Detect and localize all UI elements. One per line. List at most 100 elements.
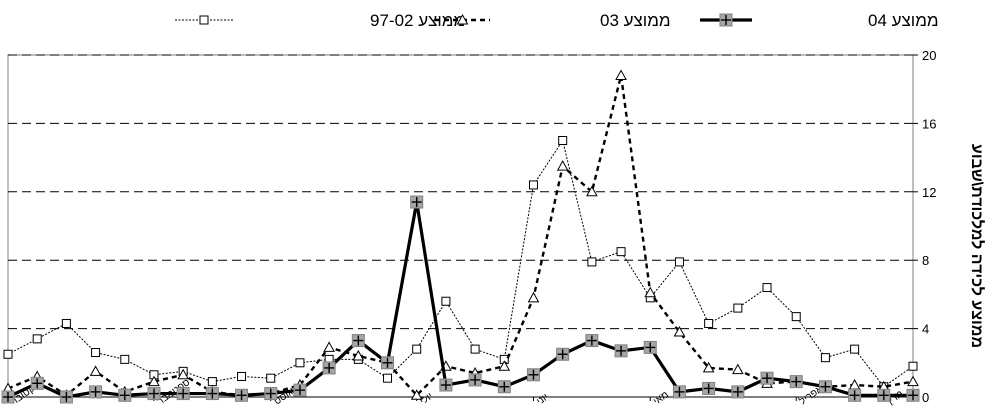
data-point <box>410 389 423 400</box>
legend-marker <box>719 13 733 27</box>
data-point <box>908 361 918 371</box>
data-point <box>293 383 307 397</box>
data-point <box>587 257 597 267</box>
data-point <box>614 344 628 358</box>
data-point <box>818 380 832 394</box>
data-point <box>527 291 540 303</box>
data-point <box>237 371 247 381</box>
data-point <box>702 381 716 395</box>
data-point <box>848 388 862 402</box>
data-point <box>820 353 830 363</box>
legend-item-2: ממוצע 03 <box>435 11 671 30</box>
data-point <box>322 361 336 375</box>
legend-marker <box>456 13 469 25</box>
data-point <box>470 344 480 354</box>
x-tick-label: יוני <box>535 392 551 408</box>
data-point <box>30 376 44 390</box>
data-point <box>497 380 511 394</box>
data-point <box>906 388 920 402</box>
legend-item-3: ממוצע 04 <box>700 11 939 30</box>
data-point <box>760 371 774 385</box>
data-point <box>586 185 598 197</box>
data-point <box>1 390 15 404</box>
data-point <box>32 334 42 344</box>
data-point <box>89 365 102 376</box>
data-point <box>644 286 657 298</box>
data-point <box>762 283 772 293</box>
data-point <box>176 387 190 401</box>
data-point <box>351 334 365 348</box>
data-point <box>907 375 919 387</box>
data-point <box>439 378 453 392</box>
legend-label: ממוצע 03 <box>600 11 671 30</box>
y-tick-label: 12 <box>922 185 936 200</box>
data-point <box>264 387 278 401</box>
y-tick-label: 0 <box>922 390 929 405</box>
data-point <box>91 348 101 358</box>
legend-label: ממוצע 97-02 <box>370 11 465 30</box>
data-point <box>381 356 395 370</box>
data-point <box>850 344 860 354</box>
legend-item-1: ממוצע 97-02 <box>175 11 465 30</box>
series-2 <box>2 69 919 400</box>
data-point <box>412 344 422 354</box>
data-point <box>556 160 569 171</box>
data-point <box>674 257 684 267</box>
legend-label: ממוצע 04 <box>868 11 939 30</box>
legend-marker <box>199 15 209 25</box>
y-tick-label: 20 <box>922 48 936 63</box>
data-point <box>120 354 130 364</box>
data-point <box>558 136 568 145</box>
data-point <box>3 349 13 359</box>
y-tick-label: 4 <box>922 322 929 337</box>
data-point <box>877 388 891 402</box>
data-point <box>266 373 276 383</box>
legend: ממוצע 97-02 ממוצע 03 ממוצע 04 <box>175 11 939 30</box>
data-point <box>789 375 803 389</box>
data-point <box>205 387 219 401</box>
x-tick-label-group: מאי <box>652 389 671 407</box>
data-point <box>295 358 305 368</box>
series-line <box>7 140 914 388</box>
y-axis-label: ממוצע לכידה למלכודת\שבוע <box>968 144 986 348</box>
data-point <box>791 312 801 322</box>
data-point <box>147 387 161 401</box>
data-point <box>410 195 424 209</box>
data-point <box>177 368 190 380</box>
data-point <box>643 340 657 354</box>
data-point <box>528 180 538 190</box>
y-tick-label: 8 <box>922 253 929 268</box>
x-tick-label-group: יוני <box>535 392 551 408</box>
y-tick-label: 16 <box>922 116 936 131</box>
data-point <box>704 318 714 328</box>
data-point <box>441 296 451 306</box>
data-point <box>731 385 745 399</box>
data-point <box>731 363 744 375</box>
data-point <box>498 360 511 371</box>
data-point <box>615 69 627 81</box>
data-point <box>616 247 626 257</box>
data-point <box>673 325 686 337</box>
data-point <box>61 318 71 328</box>
data-point <box>526 368 540 382</box>
data-point <box>118 388 132 402</box>
data-point <box>585 334 599 348</box>
data-point <box>702 361 715 373</box>
data-point <box>352 349 365 361</box>
data-point <box>733 303 743 313</box>
data-point <box>556 347 570 361</box>
series-1 <box>3 136 918 392</box>
data-point <box>148 375 160 387</box>
data-point <box>59 390 73 404</box>
plot-area <box>7 54 914 398</box>
data-point <box>383 373 393 383</box>
data-point <box>468 373 482 387</box>
data-point <box>207 377 217 387</box>
data-point <box>89 385 103 399</box>
data-point <box>323 341 335 352</box>
data-point <box>672 385 686 399</box>
x-tick-label: מאי <box>652 389 671 407</box>
series-line <box>7 200 913 399</box>
